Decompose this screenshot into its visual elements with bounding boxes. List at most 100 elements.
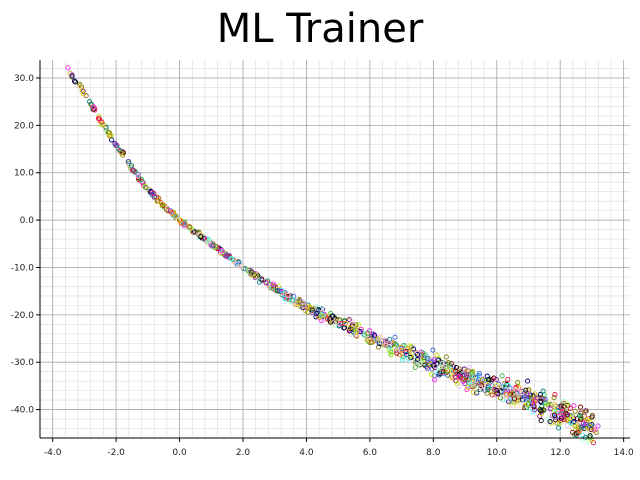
- data-point: [354, 333, 360, 339]
- data-point: [106, 133, 112, 139]
- data-point: [564, 422, 570, 429]
- data-point: [354, 331, 360, 338]
- data-point: [572, 423, 578, 430]
- data-point: [432, 377, 438, 383]
- data-point: [564, 412, 571, 418]
- data-point: [176, 217, 182, 223]
- data-point: [567, 405, 573, 411]
- data-point: [210, 243, 216, 249]
- data-point: [577, 428, 583, 434]
- data-point: [387, 340, 393, 346]
- data-point: [305, 305, 311, 311]
- data-point: [460, 376, 466, 382]
- data-point: [492, 386, 498, 393]
- data-point: [558, 405, 565, 411]
- data-point: [77, 83, 83, 89]
- data-point: [120, 150, 126, 156]
- minor-gridlines: [39, 60, 630, 439]
- data-point: [553, 417, 559, 423]
- y-tick-label: 30.0: [14, 74, 34, 84]
- data-point: [178, 217, 184, 223]
- data-point: [488, 382, 494, 388]
- data-point: [582, 409, 588, 415]
- data-point: [263, 280, 269, 286]
- data-point: [485, 386, 491, 392]
- data-point: [572, 408, 578, 414]
- data-point: [299, 298, 305, 304]
- data-point: [571, 403, 577, 409]
- y-tick-label: -40.0: [11, 406, 35, 416]
- data-point: [91, 104, 97, 110]
- data-point: [120, 152, 126, 158]
- x-tick-label: -4.0: [44, 448, 62, 458]
- data-point: [449, 368, 455, 374]
- data-point: [541, 407, 547, 413]
- data-point: [448, 361, 454, 367]
- data-point: [412, 364, 418, 370]
- data-point: [149, 189, 155, 195]
- data-point: [477, 384, 483, 390]
- data-point: [445, 365, 451, 371]
- data-point: [330, 313, 336, 319]
- data-point: [130, 167, 136, 173]
- data-point: [351, 322, 357, 328]
- data-point: [552, 412, 558, 418]
- data-point: [589, 414, 595, 420]
- data-point: [164, 205, 170, 211]
- data-point: [496, 383, 502, 389]
- data-point: [556, 425, 562, 431]
- data-point: [561, 401, 567, 407]
- data-point: [417, 360, 423, 366]
- data-point: [567, 415, 574, 421]
- data-point: [367, 328, 373, 334]
- data-point: [581, 420, 587, 426]
- data-point: [392, 334, 398, 340]
- x-tick-label: 2.0: [236, 448, 251, 458]
- data-point: [376, 344, 382, 350]
- data-point: [334, 319, 340, 325]
- data-point: [557, 420, 563, 426]
- data-point: [460, 378, 466, 384]
- data-point: [551, 402, 557, 409]
- data-point: [136, 176, 142, 183]
- chart-title: ML Trainer: [216, 6, 424, 52]
- data-point: [347, 325, 353, 331]
- x-tick-label: 14.0: [614, 448, 634, 458]
- data-point: [491, 375, 497, 381]
- data-point: [172, 212, 178, 219]
- data-point: [80, 88, 86, 94]
- data-point: [542, 396, 548, 402]
- data-point: [564, 401, 570, 407]
- data-point: [388, 349, 394, 355]
- data-point: [393, 342, 399, 348]
- data-point: [126, 162, 132, 168]
- data-point: [346, 316, 352, 323]
- data-point: [510, 403, 516, 409]
- data-point: [180, 220, 186, 226]
- data-point: [499, 373, 505, 379]
- data-point: [497, 395, 504, 401]
- data-point: [375, 336, 381, 342]
- data-point: [274, 288, 281, 294]
- data-point: [584, 417, 590, 423]
- data-point: [428, 359, 434, 365]
- data-point: [116, 146, 122, 153]
- data-point: [538, 399, 544, 405]
- data-point: [465, 368, 471, 374]
- data-point: [551, 395, 557, 401]
- data-point: [485, 385, 491, 391]
- data-point: [71, 78, 78, 84]
- data-point: [69, 73, 75, 79]
- data-point: [285, 292, 291, 298]
- data-point: [387, 336, 393, 342]
- data-point: [313, 314, 319, 320]
- data-point: [400, 354, 406, 360]
- data-point: [578, 414, 584, 420]
- data-point: [515, 393, 521, 399]
- data-point: [552, 392, 558, 398]
- data-point: [109, 137, 115, 143]
- x-axis-ticks: -4.0 -2.0 0.0 2.0 4.0 6.0 8.0 10.0 12.0 14.0: [44, 438, 634, 458]
- data-point: [126, 158, 132, 165]
- data-point: [114, 142, 120, 149]
